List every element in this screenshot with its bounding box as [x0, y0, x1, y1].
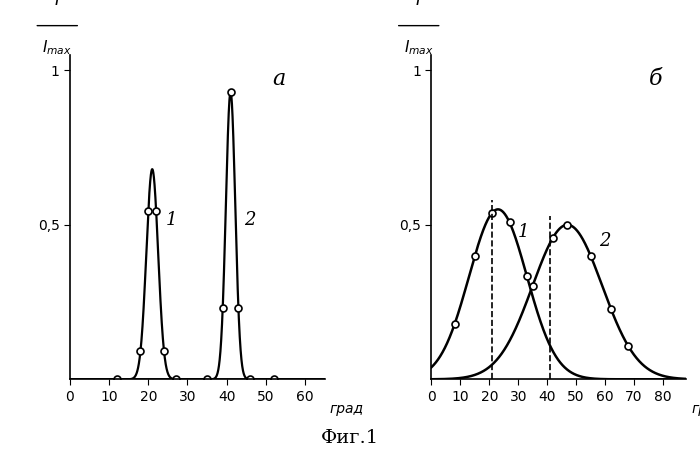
- Text: $I_{max}$: $I_{max}$: [404, 39, 433, 57]
- Text: град: град: [691, 402, 700, 416]
- Text: а: а: [272, 68, 286, 90]
- Text: 1: 1: [166, 211, 177, 229]
- Text: 2: 2: [599, 233, 610, 250]
- Text: б: б: [649, 68, 662, 90]
- Text: $\overline{I}$: $\overline{I}$: [54, 0, 61, 10]
- Text: град: град: [330, 402, 364, 416]
- Text: $I_{max}$: $I_{max}$: [43, 39, 72, 57]
- Text: Фиг.1: Фиг.1: [321, 429, 379, 447]
- Text: 2: 2: [244, 211, 256, 229]
- Text: $\overline{I}$: $\overline{I}$: [415, 0, 422, 10]
- Text: 1: 1: [518, 223, 530, 241]
